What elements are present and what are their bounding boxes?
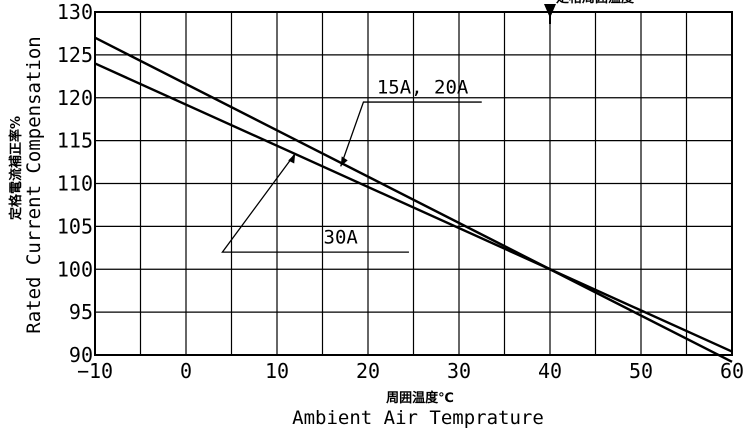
x-tick-labels: −10 0 10 20 30 40 50 60	[77, 359, 744, 383]
x-tick-label: 30	[447, 359, 471, 383]
label-30a: 30A	[324, 227, 359, 249]
label-30a-arrowhead	[288, 153, 296, 164]
series-layer	[94, 36, 733, 363]
rated-temp-marker-icon	[544, 4, 556, 18]
x-tick-label: 20	[356, 359, 380, 383]
x-tick-label: 10	[265, 359, 289, 383]
y-tick-labels: 90 95 100 105 110 115 120 125 130	[57, 0, 93, 367]
x-axis-title: Ambient Air Temprature	[292, 407, 544, 429]
annotation-layer: 15A, 20A 30A 定格周囲温度	[221, 0, 635, 253]
x-tick-label: 40	[538, 359, 562, 383]
x-tick-label: 60	[720, 359, 744, 383]
y-tick-label: 110	[57, 172, 93, 196]
y-tick-label: 115	[57, 129, 93, 153]
x-axis-title-jp: 周囲温度℃	[386, 390, 454, 406]
y-tick-label: 90	[69, 343, 93, 367]
y-axis-title-jp: 定格電流補正率%	[8, 116, 24, 221]
y-tick-label: 125	[57, 43, 93, 67]
y-tick-label: 130	[57, 0, 93, 24]
grid	[95, 12, 732, 355]
x-tick-label: −10	[77, 359, 113, 383]
y-tick-label: 100	[57, 257, 93, 281]
plot-frame	[94, 11, 733, 356]
y-tick-label: 95	[69, 300, 93, 324]
x-tick-label: 50	[629, 359, 653, 383]
label-15a20a-arrowhead	[340, 156, 348, 167]
label-15a20a: 15A, 20A	[377, 76, 469, 98]
rated-temp-label: 定格周囲温度	[555, 0, 635, 6]
label-30a-leader	[221, 153, 409, 253]
series-line	[94, 62, 733, 353]
y-axis-title: Rated Current Compensation	[23, 36, 45, 333]
x-tick-label: 0	[180, 359, 192, 383]
y-tick-label: 105	[57, 214, 93, 238]
y-tick-label: 120	[57, 86, 93, 110]
label-15a20a-leader	[340, 101, 482, 167]
